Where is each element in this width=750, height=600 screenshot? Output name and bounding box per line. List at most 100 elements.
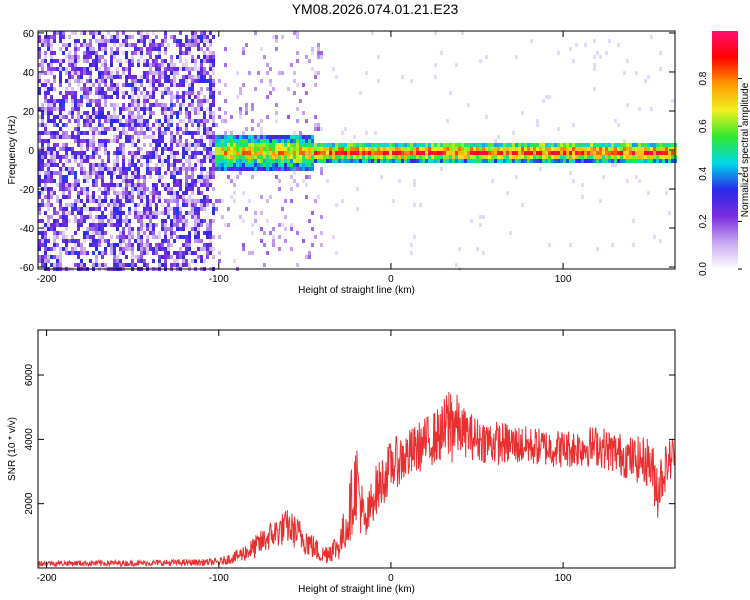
spectrogram-cell	[635, 155, 638, 159]
spectrogram-cell	[131, 175, 134, 179]
spectrogram-cell	[74, 175, 77, 179]
spectrogram-cell	[335, 251, 338, 255]
spectrogram-cell	[557, 147, 560, 151]
spectrogram-cell	[305, 135, 308, 139]
spectrogram-cell	[302, 163, 305, 167]
spectrogram-cell	[80, 103, 83, 107]
spectrogram-cell	[209, 107, 212, 111]
spectrogram-cell	[65, 155, 68, 159]
spectrogram-cell	[260, 135, 263, 139]
spectrogram-cell	[299, 143, 302, 147]
spectrogram-cell	[44, 243, 47, 247]
spectrogram-cell	[62, 31, 65, 35]
spectrogram-cell	[476, 247, 479, 251]
spectrogram-cell	[281, 139, 284, 143]
spectrogram-cell	[98, 195, 101, 199]
spectrogram-cell	[530, 155, 533, 159]
spectrogram-cell	[161, 103, 164, 107]
spectrogram-cell	[59, 183, 62, 187]
spectrogram-cell	[68, 159, 71, 163]
spectrogram-cell	[515, 151, 518, 155]
spectrogram-cell	[176, 191, 179, 195]
spectrogram-cell	[164, 211, 167, 215]
spectrogram-cell	[92, 163, 95, 167]
spectrogram-cell	[104, 147, 107, 151]
spectrogram-cell	[143, 195, 146, 199]
spectrogram-cell	[278, 159, 281, 163]
spectrogram-cell	[107, 191, 110, 195]
spectrogram-cell	[125, 43, 128, 47]
spectrogram-cell	[176, 43, 179, 47]
spectrogram-cell	[185, 63, 188, 67]
spectrogram-cell	[200, 255, 203, 259]
spectrogram-cell	[647, 147, 650, 151]
spectrogram-cell	[113, 159, 116, 163]
spectrogram-cell	[161, 183, 164, 187]
spectrogram-cell	[122, 251, 125, 255]
spectrogram-cell	[272, 87, 275, 91]
spectrogram-cell	[134, 131, 137, 135]
spectrogram-cell	[170, 199, 173, 203]
spectrogram-cell	[230, 195, 233, 199]
spectrogram-cell	[143, 211, 146, 215]
spectrogram-cell	[62, 35, 65, 39]
spectrogram-cell	[155, 211, 158, 215]
spectrogram-cell	[212, 99, 215, 103]
spectrogram-cell	[398, 151, 401, 155]
spectrogram-cell	[173, 215, 176, 219]
spectrogram-cell	[290, 139, 293, 143]
spectrogram-cell	[86, 103, 89, 107]
spectrogram-cell	[101, 263, 104, 267]
spectrogram-cell	[116, 243, 119, 247]
spectrogram-cell	[131, 99, 134, 103]
spectrogram-cell	[182, 79, 185, 83]
spectrogram-cell	[641, 159, 644, 163]
spectrogram-cell	[113, 199, 116, 203]
spectrogram-cell	[224, 143, 227, 147]
spectrogram-cell	[539, 167, 542, 171]
spectrogram-cell	[56, 195, 59, 199]
spectrogram-cell	[98, 147, 101, 151]
spectrogram-cell	[338, 151, 341, 155]
spectrogram-cell	[242, 47, 245, 51]
spectrogram-cell	[50, 103, 53, 107]
spectrogram-cell	[53, 247, 56, 251]
spectrogram-cell	[77, 79, 80, 83]
spectrogram-cell	[269, 83, 272, 87]
spectrogram-cell	[209, 167, 212, 171]
spectrogram-cell	[248, 167, 251, 171]
spectrogram-cell	[152, 135, 155, 139]
spectrogram-cell	[149, 83, 152, 87]
spectrogram-cell	[47, 79, 50, 83]
spectrogram-cell	[215, 151, 218, 155]
spectrogram-cell	[212, 115, 215, 119]
spectrogram-cell	[167, 187, 170, 191]
spectrogram-cell	[242, 131, 245, 135]
spectrogram-cell	[248, 163, 251, 167]
spectrogram-cell	[446, 155, 449, 159]
spectrogram-cell	[194, 139, 197, 143]
spectrogram-cell	[335, 147, 338, 151]
spectrogram-cell	[233, 191, 236, 195]
spectrogram-cell	[200, 103, 203, 107]
spectrogram-cell	[152, 39, 155, 43]
spectrogram-cell	[260, 79, 263, 83]
spectrogram-cell	[260, 159, 263, 163]
spectrogram-cell	[257, 71, 260, 75]
spectrogram-cell	[332, 159, 335, 163]
spectrogram-cell	[158, 179, 161, 183]
spectrogram-cell	[650, 155, 653, 159]
spectrogram-cell	[116, 39, 119, 43]
spectrogram-cell	[62, 155, 65, 159]
spectrogram-cell	[227, 163, 230, 167]
spectrogram-cell	[86, 91, 89, 95]
spectrogram-cell	[209, 171, 212, 175]
spectrogram-cell	[245, 163, 248, 167]
spectrogram-cell	[83, 167, 86, 171]
spectrogram-cell	[98, 59, 101, 63]
spectrogram-cell	[68, 59, 71, 63]
spectrogram-cell	[182, 219, 185, 223]
spectrogram-cell	[269, 79, 272, 83]
spectrogram-cell	[311, 163, 314, 167]
spectrogram-cell	[167, 239, 170, 243]
